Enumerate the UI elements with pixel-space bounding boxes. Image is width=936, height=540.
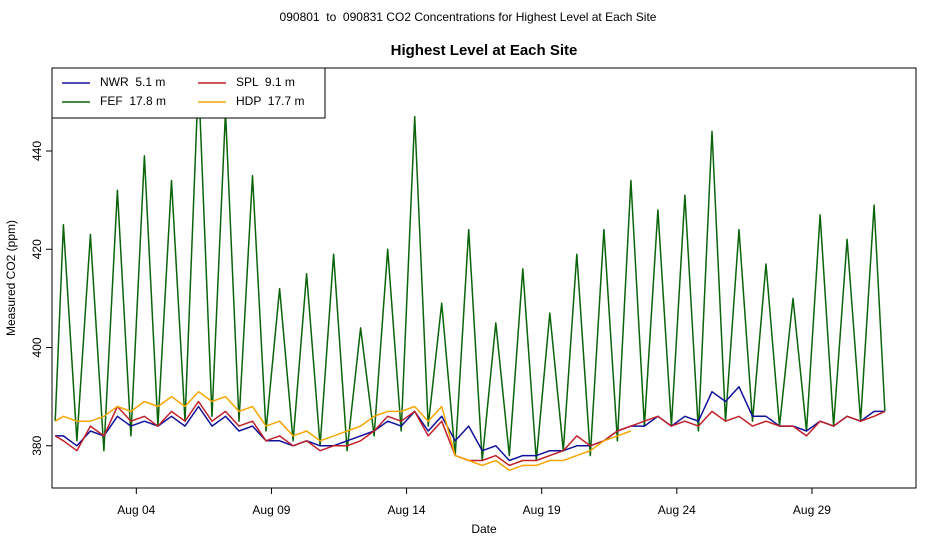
page-title: 090801 to 090831 CO2 Concentrations for … xyxy=(280,10,657,24)
y-tick-label: 420 xyxy=(30,239,44,259)
legend-box xyxy=(51,67,326,119)
x-tick-label: Aug 19 xyxy=(523,503,561,517)
legend-label: NWR 5.1 m xyxy=(100,75,165,89)
x-tick-label: Aug 24 xyxy=(658,503,696,517)
x-tick-label: Aug 14 xyxy=(388,503,426,517)
legend-label: HDP 17.7 m xyxy=(236,94,304,108)
series-line xyxy=(54,390,632,472)
x-tick-label: Aug 29 xyxy=(793,503,831,517)
chart-title: Highest Level at Each Site xyxy=(391,42,578,59)
y-tick-label: 380 xyxy=(30,435,44,455)
x-tick-label: Aug 09 xyxy=(252,503,290,517)
y-tick-label: 400 xyxy=(30,337,44,357)
y-axis-label: Measured CO2 (ppm) xyxy=(4,220,18,336)
series-line xyxy=(54,76,886,462)
x-tick-label: Aug 04 xyxy=(117,503,155,517)
legend-label: SPL 9.1 m xyxy=(236,75,295,89)
series-line xyxy=(55,386,885,462)
series-line xyxy=(54,400,886,467)
legend-label: FEF 17.8 m xyxy=(100,94,166,108)
y-tick-label: 440 xyxy=(30,141,44,161)
x-axis-label: Date xyxy=(471,522,497,536)
plot-frame xyxy=(51,67,917,489)
